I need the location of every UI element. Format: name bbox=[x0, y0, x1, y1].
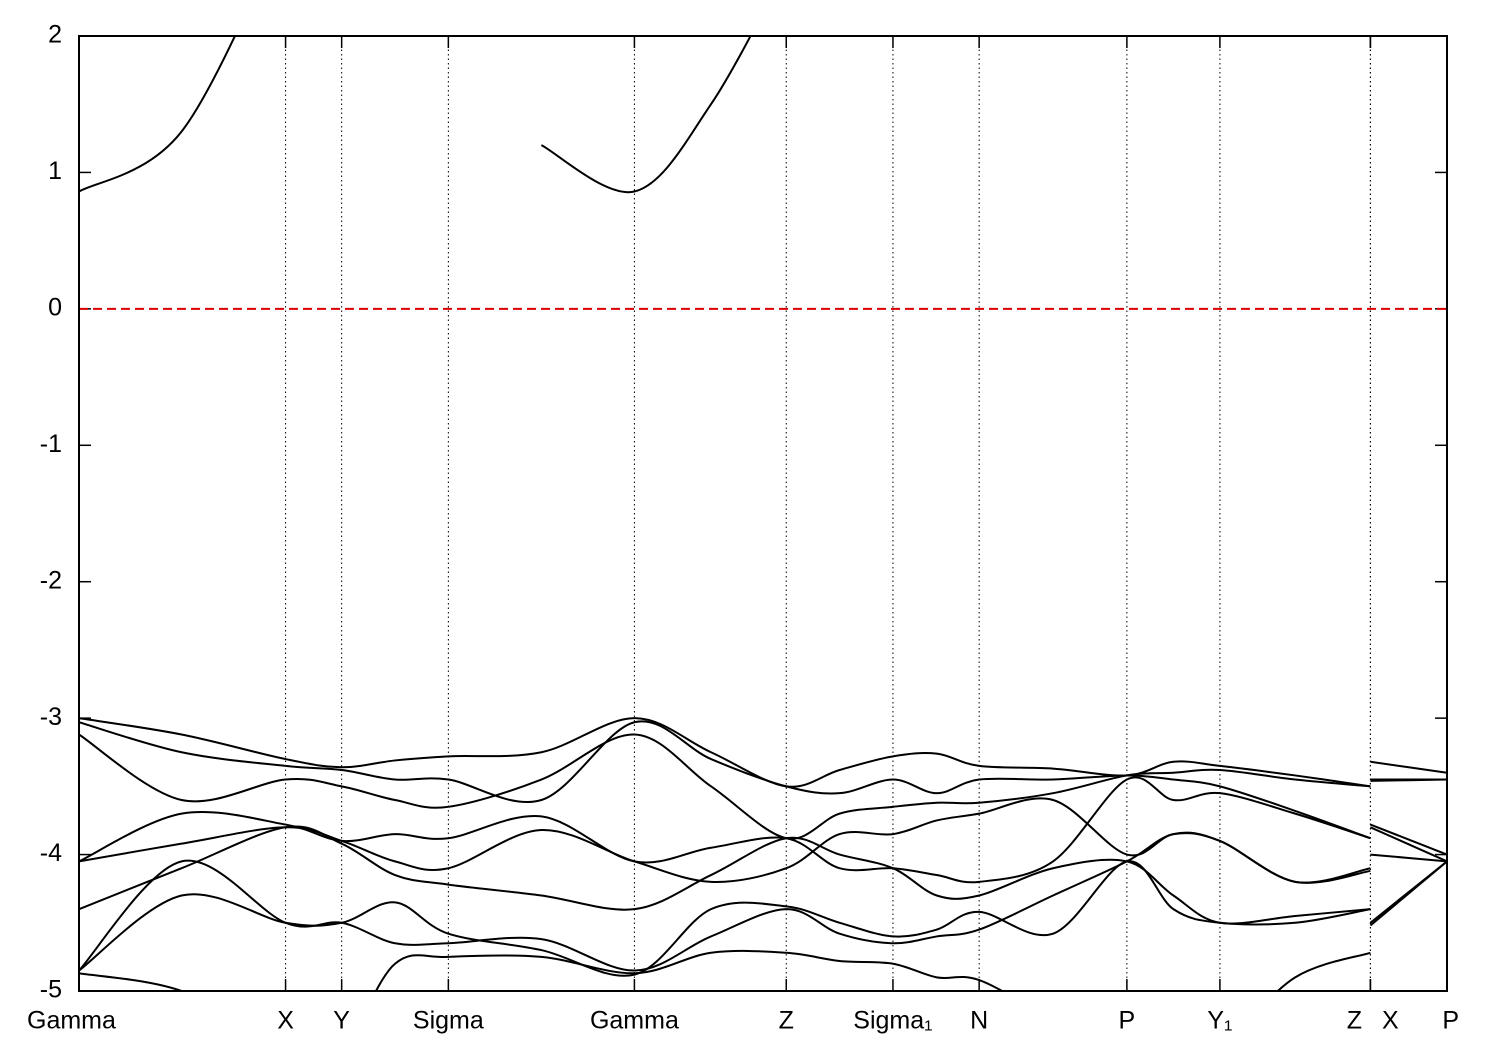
x-tick-label: Y₁ bbox=[1207, 1007, 1232, 1035]
band-line bbox=[79, 717, 1447, 788]
x-tick-label: Gamma bbox=[590, 1007, 679, 1035]
x-tick-label: X bbox=[1382, 1007, 1399, 1035]
y-tick-label: -3 bbox=[40, 703, 62, 731]
x-tick-label: Z bbox=[1347, 1007, 1362, 1035]
x-tick-label: Y bbox=[333, 1007, 350, 1035]
band-line bbox=[79, 860, 1447, 977]
x-tick-label: Gamma bbox=[27, 1007, 116, 1035]
band-line bbox=[79, 949, 1371, 991]
x-tick-label: Z bbox=[779, 1007, 794, 1035]
y-tick-label: 1 bbox=[48, 157, 62, 185]
y-tick-label: -2 bbox=[40, 566, 62, 594]
x-tick-label: Sigma₁ bbox=[853, 1007, 932, 1035]
x-tick-label: P bbox=[1119, 1007, 1136, 1035]
band-line bbox=[79, 831, 1447, 972]
y-tick-label: -5 bbox=[40, 976, 62, 1004]
x-tick-label: N bbox=[970, 1007, 988, 1035]
y-tick-label: -4 bbox=[40, 839, 62, 867]
y-tick-label: -1 bbox=[40, 430, 62, 458]
band-line bbox=[79, 733, 1447, 840]
plot-frame bbox=[78, 35, 1448, 992]
y-tick-label: 0 bbox=[48, 293, 62, 321]
labels: -5 -4 -3 -2 -1 0 1 2 Gamma X Y Sigma Gamma Z Sigma₁ N P Y… bbox=[27, 21, 1459, 1035]
x-tick-label: P bbox=[1442, 1007, 1459, 1035]
x-tick-label: Sigma bbox=[413, 1007, 484, 1035]
y-tick-label: 2 bbox=[48, 21, 62, 49]
band-line bbox=[79, 797, 1447, 884]
x-tick-label: X bbox=[277, 1007, 294, 1035]
band-line bbox=[79, 36, 752, 194]
bands bbox=[79, 36, 1447, 991]
grid bbox=[78, 35, 1448, 992]
